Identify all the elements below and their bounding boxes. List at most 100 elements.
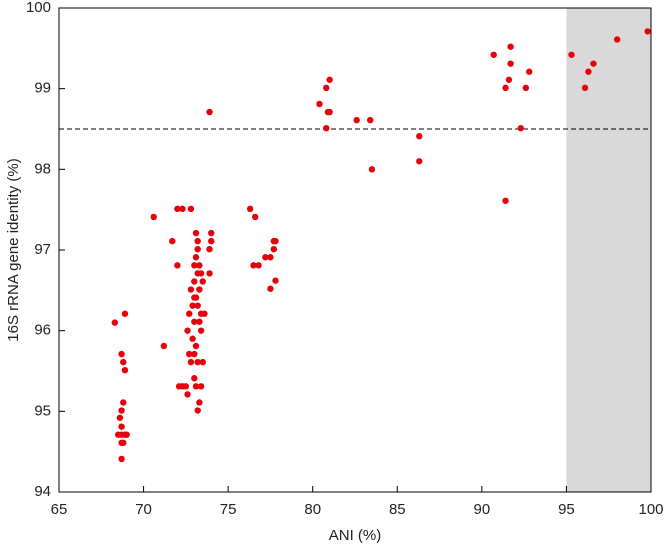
point — [123, 431, 130, 438]
point — [192, 229, 200, 237]
point — [197, 383, 205, 390]
point — [522, 84, 530, 92]
point — [197, 327, 205, 334]
point — [367, 116, 374, 124]
point — [118, 350, 125, 358]
point — [194, 302, 201, 309]
point — [507, 60, 514, 67]
point — [120, 399, 127, 406]
point — [208, 237, 215, 245]
x-axis-label: ANI (%) — [329, 527, 382, 544]
point — [192, 254, 200, 261]
point — [196, 286, 203, 293]
point — [416, 158, 423, 165]
point — [182, 383, 190, 390]
point — [169, 237, 176, 245]
point — [194, 407, 201, 414]
y-tick-label: 96 — [34, 322, 51, 339]
x-tick-label: 85 — [389, 501, 406, 518]
point — [323, 84, 330, 92]
point — [192, 294, 200, 301]
point — [118, 407, 125, 414]
point — [186, 350, 193, 358]
point — [174, 262, 181, 269]
point — [517, 124, 524, 132]
point — [316, 100, 323, 108]
point — [194, 358, 201, 366]
point — [191, 375, 198, 382]
point — [189, 335, 196, 342]
point — [186, 310, 193, 317]
point — [505, 76, 513, 83]
point — [160, 342, 168, 350]
point — [118, 423, 125, 430]
y-tick-label: 98 — [34, 160, 51, 177]
point — [246, 205, 254, 213]
point — [326, 76, 333, 83]
point — [272, 277, 279, 284]
point — [150, 213, 157, 221]
point — [206, 245, 213, 253]
point — [191, 278, 198, 285]
point — [174, 205, 181, 213]
point — [187, 286, 195, 293]
y-tick-label: 100 — [26, 0, 51, 16]
x-tick-label: 65 — [51, 501, 68, 518]
y-axis-label: 16S rRNA gene identity (%) — [5, 158, 22, 341]
point — [267, 254, 274, 261]
point — [613, 36, 621, 43]
point — [326, 108, 333, 116]
point — [255, 262, 262, 269]
point — [194, 237, 201, 245]
point — [252, 213, 259, 221]
point — [568, 51, 575, 58]
y-tick-label: 95 — [34, 402, 51, 419]
point — [194, 270, 201, 277]
point — [323, 124, 330, 132]
point — [120, 439, 127, 446]
x-tick-label: 90 — [474, 501, 491, 518]
point — [353, 116, 360, 124]
point — [116, 414, 124, 421]
point — [120, 358, 127, 366]
x-tick-label: 95 — [558, 501, 575, 518]
point — [206, 270, 213, 277]
point — [184, 391, 191, 398]
point — [199, 358, 206, 366]
point — [272, 237, 279, 245]
y-tick-label: 94 — [34, 483, 51, 500]
x-tick-label: 100 — [638, 501, 663, 518]
point — [590, 60, 597, 67]
point — [187, 358, 195, 366]
point — [526, 68, 533, 75]
point — [192, 383, 200, 390]
point — [507, 43, 514, 50]
point — [502, 197, 509, 204]
point — [179, 205, 186, 213]
point — [262, 254, 269, 261]
point — [111, 319, 119, 326]
point — [191, 262, 198, 269]
point — [206, 108, 213, 116]
point — [187, 205, 195, 213]
point — [201, 310, 208, 317]
point — [191, 350, 198, 358]
point — [196, 262, 203, 269]
point — [189, 302, 196, 309]
plot-frame — [58, 7, 652, 493]
point — [250, 262, 257, 269]
y-tick-label: 99 — [34, 80, 51, 97]
x-tick-label: 70 — [135, 501, 152, 518]
point — [194, 245, 201, 253]
point — [368, 166, 376, 173]
x-tick-label: 80 — [304, 501, 321, 518]
point — [196, 318, 203, 325]
point — [121, 310, 129, 317]
shaded-region — [566, 8, 651, 492]
point — [581, 84, 589, 92]
point — [270, 245, 278, 253]
point — [196, 399, 203, 406]
point — [644, 28, 651, 35]
point — [121, 366, 129, 374]
